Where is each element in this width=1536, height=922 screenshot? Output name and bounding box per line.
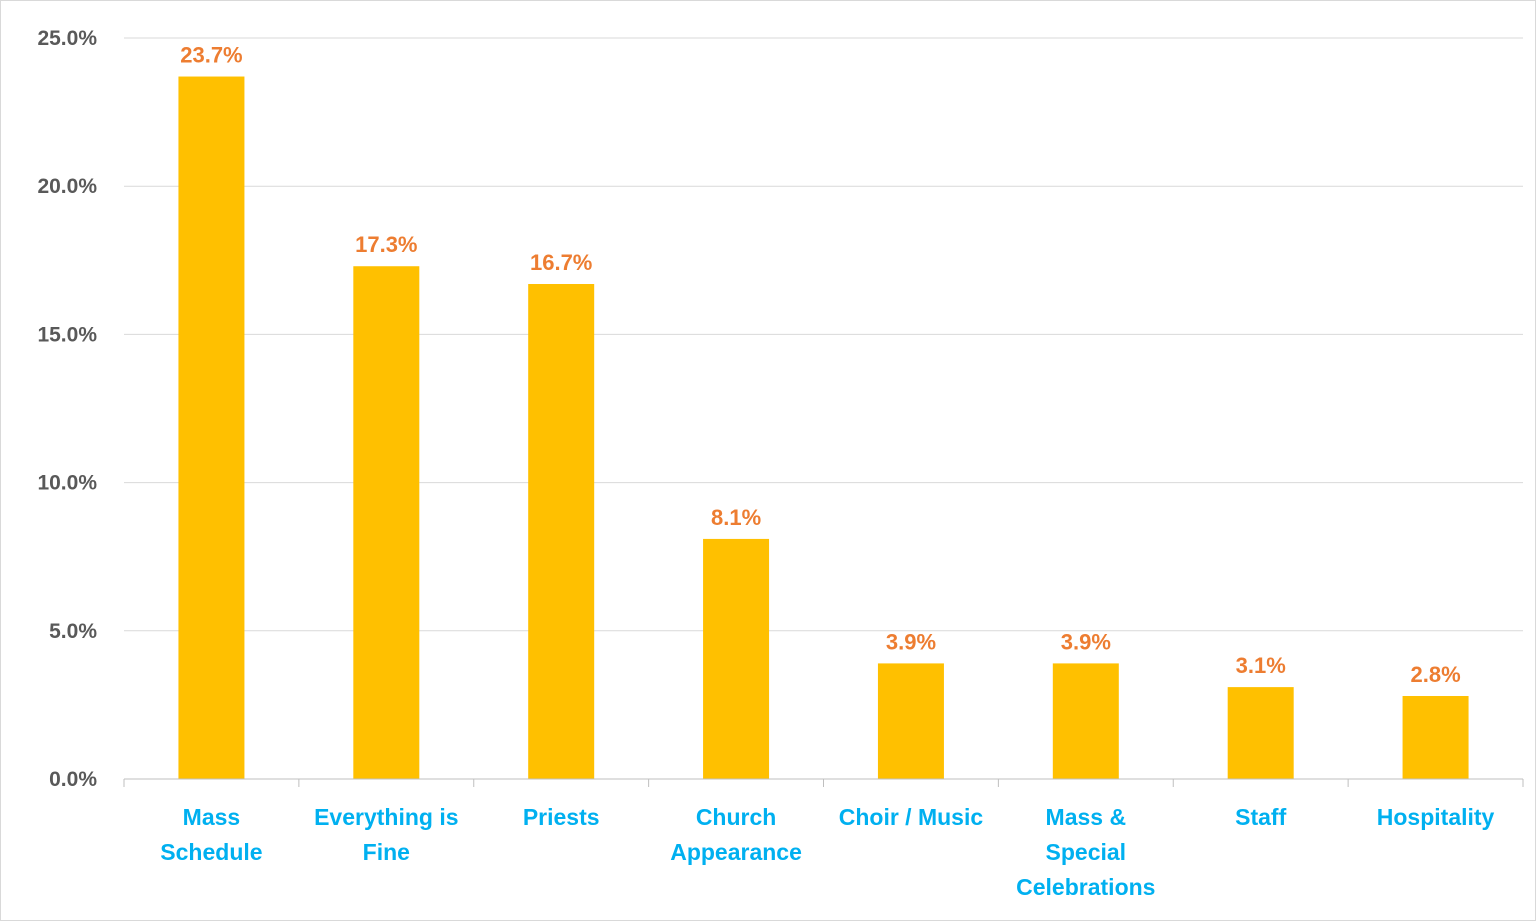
y-tick-label: 10.0%	[37, 472, 97, 495]
bar	[1402, 696, 1469, 779]
data-label: 8.1%	[711, 505, 761, 530]
category-label: Mass Schedule	[160, 804, 262, 865]
y-tick-label: 20.0%	[37, 175, 97, 198]
y-tick-label: 25.0%	[37, 27, 97, 50]
data-label: 3.1%	[1236, 653, 1286, 678]
bar	[1052, 663, 1119, 779]
data-label: 3.9%	[886, 629, 936, 654]
category-label: Staff	[1235, 804, 1286, 830]
bar	[1227, 687, 1294, 779]
data-labels: 23.7% 17.3% 16.7% 8.1% 3.9% 3.9% 3.1% 2.8%	[180, 43, 1460, 687]
data-label: 3.9%	[1061, 629, 1111, 654]
category-label: Mass & Special Celebrations	[1016, 804, 1155, 900]
data-label: 23.7%	[180, 43, 242, 68]
gridlines	[124, 37, 1523, 632]
y-axis-labels: 0.0% 5.0% 10.0% 15.0% 20.0% 25.0%	[37, 27, 97, 791]
bars	[178, 76, 1469, 780]
y-tick-label: 0.0%	[49, 768, 97, 791]
data-label: 2.8%	[1410, 662, 1460, 687]
x-axis	[123, 778, 1524, 787]
y-tick-label: 15.0%	[37, 323, 97, 346]
y-tick-label: 5.0%	[49, 620, 97, 643]
category-label: Church Appearance	[670, 804, 802, 865]
category-label: Priests	[523, 804, 600, 830]
data-label: 16.7%	[530, 250, 592, 275]
bar	[353, 266, 420, 779]
category-label: Choir / Music	[839, 804, 984, 830]
data-label: 17.3%	[355, 232, 417, 257]
bar	[703, 538, 770, 779]
bar	[528, 284, 595, 779]
category-label: Hospitality	[1377, 804, 1495, 830]
category-label: Everything is Fine	[314, 804, 458, 865]
bar	[178, 76, 245, 780]
bar	[877, 663, 944, 779]
category-labels: Mass Schedule Everything is Fine Priests Chur…	[160, 804, 1494, 900]
